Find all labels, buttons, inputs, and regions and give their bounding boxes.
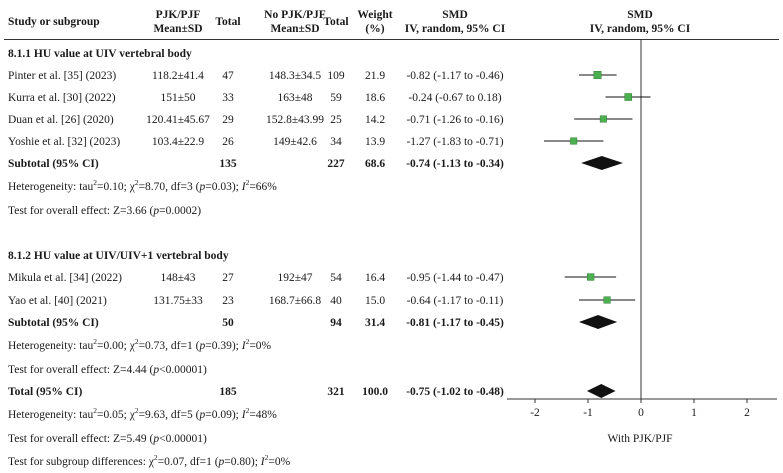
header-weight-2: (%) xyxy=(365,23,385,35)
total-smd-ci: -0.75 (-1.02 to -0.48) xyxy=(406,386,504,398)
subtotal-weight: 68.6 xyxy=(364,158,386,170)
total-diamond xyxy=(586,384,616,398)
header-smd-1: SMD xyxy=(442,9,468,21)
total-pjk-total: 185 xyxy=(219,386,237,398)
study-point-marker xyxy=(587,273,595,281)
total-heterogeneity-text: Heterogeneity: tau2=0.05; χ2=9.63, df=5 … xyxy=(8,406,277,421)
pjk-total: 29 xyxy=(222,114,234,126)
header-rule xyxy=(4,39,779,40)
header-smd-2: IV, random, 95% CI xyxy=(404,23,506,35)
weight: 18.6 xyxy=(364,92,386,104)
study-name: Duan et al. [26] (2020) xyxy=(8,114,114,126)
pjk-mean-sd: 120.41±45.67 xyxy=(146,114,210,126)
x-tick-label: 1 xyxy=(691,407,697,419)
smd-ci: -0.82 (-1.17 to -0.46) xyxy=(406,70,504,82)
smd-ci: -0.24 (-0.67 to 0.18) xyxy=(408,92,502,104)
subtotal-nopjk-total: 94 xyxy=(330,317,342,329)
nopjk-mean-sd: 192±47 xyxy=(277,272,313,284)
x-tick-label: -2 xyxy=(530,407,540,419)
study-name: Yoshie et al. [32] (2023) xyxy=(8,136,121,148)
nopjk-total: 54 xyxy=(330,272,342,284)
pjk-mean-sd: 148±43 xyxy=(160,272,196,284)
nopjk-total: 34 xyxy=(330,136,342,148)
subtotal-label: Subtotal (95% CI) xyxy=(8,158,99,170)
group-1-title: 8.1.1 HU value at UIV vertebral body xyxy=(8,48,192,60)
subtotal-nopjk-total: 227 xyxy=(327,158,345,170)
x-axis-label: With PJK/PJF xyxy=(607,433,673,445)
study-point-marker xyxy=(624,93,633,101)
study-name: Pinter et al. [35] (2023) xyxy=(8,70,117,82)
smd-ci: -1.27 (-1.83 to -0.71) xyxy=(406,136,504,148)
study-name: Yao et al. [40] (2021) xyxy=(8,295,107,307)
header-nopjk-1: No PJK/PJF xyxy=(264,9,326,21)
pjk-total: 26 xyxy=(222,136,234,148)
pjk-mean-sd: 131.75±33 xyxy=(153,295,203,307)
nopjk-mean-sd: 163±48 xyxy=(277,92,313,104)
study-point-marker xyxy=(570,137,578,145)
pjk-total: 33 xyxy=(222,92,234,104)
nopjk-total: 59 xyxy=(330,92,342,104)
weight: 21.9 xyxy=(364,70,386,82)
overall-effect-text: Test for overall effect: Z=4.44 (p<0.000… xyxy=(8,364,207,376)
subtotal-smd-ci: -0.74 (-1.13 to -0.34) xyxy=(406,158,504,170)
overall-effect-text: Test for overall effect: Z=3.66 (p=0.000… xyxy=(8,205,202,217)
smd-ci: -0.64 (-1.17 to -0.11) xyxy=(406,295,504,307)
header-study: Study or subgroup xyxy=(8,16,100,28)
smd-ci: -0.71 (-1.26 to -0.16) xyxy=(406,114,504,126)
heterogeneity-text: Heterogeneity: tau2=0.10; χ2=8.70, df=3 … xyxy=(8,178,277,193)
subgroup-differences-text: Test for subgroup differences: χ2=0.07, … xyxy=(8,453,291,468)
header-plot-2: IV, random, 95% CI xyxy=(589,23,691,35)
header-weight-1: Weight xyxy=(357,9,393,21)
subtotal-pjk-total: 135 xyxy=(219,158,237,170)
pjk-mean-sd: 151±50 xyxy=(160,92,196,104)
total-overall-effect-text: Test for overall effect: Z=5.49 (p<0.000… xyxy=(8,433,207,445)
x-tick-label: 2 xyxy=(744,407,750,419)
nopjk-total: 109 xyxy=(327,70,345,82)
weight: 14.2 xyxy=(364,114,386,126)
header-total-b: Total xyxy=(323,16,349,28)
x-tick-label: -1 xyxy=(583,407,593,419)
study-point-marker xyxy=(603,296,611,304)
nopjk-total: 40 xyxy=(330,295,342,307)
weight: 13.9 xyxy=(364,136,386,148)
study-point-marker xyxy=(599,115,607,123)
total-weight: 100.0 xyxy=(362,386,388,398)
header-total-a: Total xyxy=(215,16,241,28)
header-nopjk-2: Mean±SD xyxy=(270,23,320,35)
header-pjk-1: PJK/PJF xyxy=(155,9,201,21)
header-pjk-2: Mean±SD xyxy=(153,23,203,35)
subtotal-weight: 31.4 xyxy=(364,317,386,329)
nopjk-total: 25 xyxy=(330,114,342,126)
total-nopjk-total: 321 xyxy=(327,386,345,398)
subtotal-pjk-total: 50 xyxy=(222,317,234,329)
nopjk-mean-sd: 149±42.6 xyxy=(273,136,317,148)
pjk-mean-sd: 118.2±41.4 xyxy=(152,70,204,82)
subtotal-diamond xyxy=(581,156,623,170)
pjk-total: 27 xyxy=(222,272,234,284)
weight: 15.0 xyxy=(364,295,386,307)
pjk-total: 47 xyxy=(222,70,234,82)
header-plot-1: SMD xyxy=(627,9,653,21)
study-name: Kurra et al. [30] (2022) xyxy=(8,92,116,104)
subtotal-diamond xyxy=(578,315,618,329)
nopjk-mean-sd: 168.7±66.8 xyxy=(268,295,322,307)
study-point-marker xyxy=(593,71,602,79)
subtotal-smd-ci: -0.81 (-1.17 to -0.45) xyxy=(406,317,504,329)
total-label: Total (95% CI) xyxy=(8,386,83,398)
nopjk-mean-sd: 148.3±34.5 xyxy=(268,70,322,82)
study-name: Mikula et al. [34] (2022) xyxy=(8,272,123,284)
nopjk-mean-sd: 152.8±43.99 xyxy=(265,114,325,126)
subtotal-label: Subtotal (95% CI) xyxy=(8,317,99,329)
x-tick-label: 0 xyxy=(638,407,644,419)
smd-ci: -0.95 (-1.44 to -0.47) xyxy=(406,272,504,284)
pjk-mean-sd: 103.4±22.9 xyxy=(151,136,205,148)
weight: 16.4 xyxy=(364,272,386,284)
heterogeneity-text: Heterogeneity: tau2=0.00; χ2=0.73, df=1 … xyxy=(8,337,272,352)
group-2-title: 8.1.2 HU value at UIV/UIV+1 vertebral bo… xyxy=(8,250,229,262)
pjk-total: 23 xyxy=(222,295,234,307)
